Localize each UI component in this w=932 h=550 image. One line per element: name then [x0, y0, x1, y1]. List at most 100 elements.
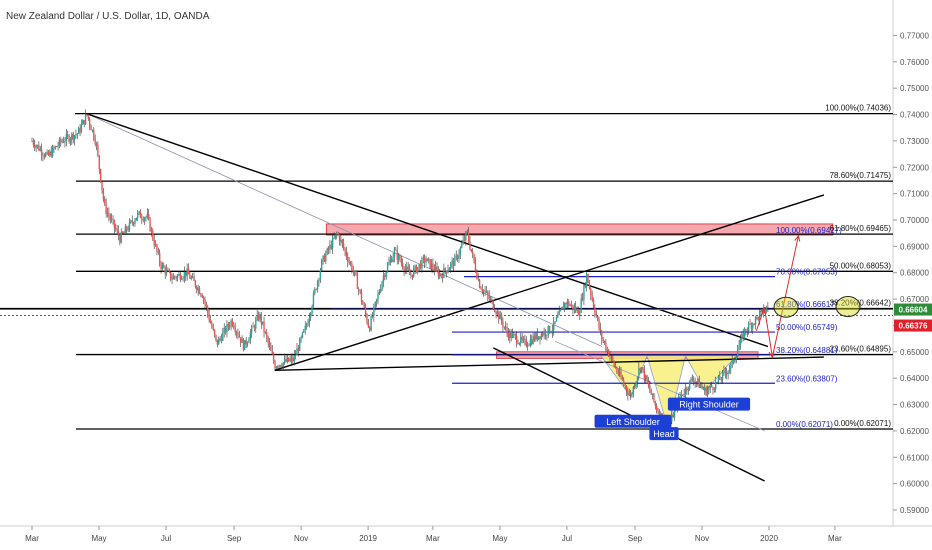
fib-extension-label: 23.60%(0.63807) [776, 374, 838, 383]
candle-body [717, 376, 720, 382]
candle-body [319, 270, 322, 280]
candle-body [266, 332, 268, 338]
candle-body [481, 289, 484, 292]
candle-body [502, 321, 504, 327]
candle-body [712, 386, 714, 390]
candle-body [492, 300, 495, 310]
candle-body [713, 389, 716, 390]
candle-body [724, 370, 727, 373]
candle-body [45, 153, 47, 157]
candle-body [590, 288, 592, 295]
candle-body [336, 233, 338, 235]
candle-body [698, 379, 700, 388]
candle-body [528, 344, 530, 346]
candle-body [491, 299, 493, 301]
candle-body [610, 356, 613, 358]
candle-body [617, 371, 619, 375]
candle-body [261, 321, 264, 324]
candle-body [98, 155, 100, 169]
candle-body [40, 148, 43, 155]
candle-body [496, 311, 499, 314]
candle-body [322, 255, 324, 260]
candle-body [397, 255, 400, 260]
candle-body [82, 120, 84, 125]
candle-body [752, 323, 754, 329]
candle-body [359, 289, 361, 293]
candle-body [285, 359, 287, 362]
candle-body [106, 213, 109, 214]
target-marker [773, 296, 799, 318]
candle-body [148, 213, 150, 219]
candle-body [318, 279, 320, 282]
candle-body [356, 275, 359, 289]
candle-body [448, 268, 451, 271]
candle-body [51, 147, 54, 157]
candle-body [452, 260, 455, 266]
candle-body [588, 282, 591, 289]
candle-body [187, 268, 190, 275]
candle-body [445, 270, 448, 273]
candle-body [292, 357, 294, 362]
candle-body [532, 336, 534, 344]
candle-body [141, 218, 143, 220]
candle-body [242, 338, 245, 350]
candle-body [463, 239, 466, 241]
price-tick-label: 0.73000 [900, 137, 929, 146]
projection-arrow-head [794, 234, 801, 242]
price-tick-label: 0.63000 [900, 401, 929, 410]
candle-body [99, 168, 102, 182]
candle-body [385, 271, 387, 277]
candle-body [410, 274, 412, 276]
candle-body [374, 301, 376, 307]
candle-body [255, 319, 257, 329]
candle-body [363, 304, 365, 308]
candle-body [145, 217, 147, 219]
candle-body [223, 327, 225, 333]
time-tick-label: Nov [294, 534, 308, 543]
candle-body [686, 387, 688, 391]
candle-body [76, 133, 79, 135]
candle-body [178, 273, 180, 276]
candle-body [537, 336, 540, 340]
candle-body [736, 350, 739, 357]
candle-body [506, 326, 508, 333]
candle-body [152, 230, 154, 240]
candle-body [279, 365, 282, 367]
candle-body [330, 244, 333, 249]
candle-body [743, 329, 746, 339]
candle-body [539, 336, 541, 339]
candle-body [624, 384, 626, 387]
candle-body [638, 368, 640, 378]
candle-body [370, 316, 372, 331]
candle-body [39, 148, 41, 151]
candle-body [277, 366, 279, 368]
candle-body [101, 181, 103, 191]
candle-body [36, 145, 39, 146]
candle-body [570, 304, 573, 306]
candle-body [540, 333, 543, 339]
candle-body [436, 266, 438, 270]
candle-body [60, 139, 62, 142]
target-marker [835, 296, 861, 318]
candle-body [465, 232, 467, 241]
candle-body [364, 307, 367, 315]
time-tick-label: May [91, 534, 106, 543]
candle-body [294, 354, 297, 356]
candle-body [168, 270, 170, 272]
candle-body [680, 394, 683, 397]
candle-body [293, 355, 295, 362]
candle-body [239, 337, 242, 343]
candle-body [131, 220, 133, 223]
candle-body [132, 222, 135, 224]
candle-body [454, 256, 456, 266]
price-tick-label: 0.74000 [900, 111, 929, 120]
head-label-bg [649, 427, 679, 441]
candle-body [629, 394, 632, 396]
candle-body [325, 254, 327, 262]
candle-body [430, 263, 433, 269]
trend-line [86, 113, 769, 348]
candle-body [642, 367, 644, 369]
candle-body [190, 277, 192, 279]
projection-arrow [771, 235, 799, 358]
candle-body [249, 332, 251, 341]
